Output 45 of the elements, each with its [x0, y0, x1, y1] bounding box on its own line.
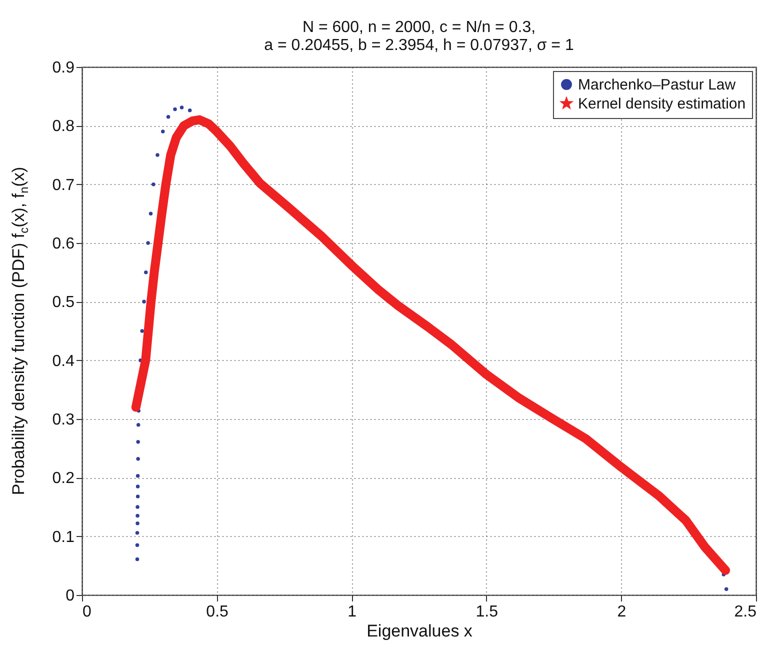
point [136, 457, 140, 461]
chart-title: N = 600, n = 2000, c = N/n = 0.3, a = 0.20455, b = 2.3954, h = 0.07937, σ = 1 [264, 19, 574, 54]
point [136, 474, 140, 478]
x-tick-label: 2.5 [734, 604, 757, 620]
point [136, 522, 140, 526]
y-tick-label: 0 [66, 588, 75, 604]
point [136, 505, 140, 509]
point [136, 514, 140, 518]
point [166, 115, 170, 119]
y-tick-label: 0.5 [52, 294, 75, 312]
legend-label: Kernel density estimation [578, 96, 746, 112]
y-tick-label: 0.6 [52, 236, 75, 252]
y-tick-label: 0.4 [52, 352, 75, 370]
x-tick-label: 1 [348, 604, 357, 620]
x-axis-title: Eigenvalues x [366, 622, 473, 640]
y-tick-label: 0.2 [52, 470, 75, 488]
point [136, 423, 140, 427]
x-tick-label: 1.5 [476, 604, 498, 620]
point [148, 212, 153, 216]
legend-label: Marchenko–Pastur Law [578, 76, 736, 94]
y-tick-label: 0.1 [52, 528, 75, 546]
y-tick-label: 0.9 [52, 60, 75, 76]
point [144, 270, 148, 274]
point [161, 130, 165, 134]
point [135, 557, 140, 562]
point [173, 107, 177, 112]
point [136, 484, 140, 488]
y-tick-label: 0.7 [52, 176, 75, 194]
point [152, 182, 156, 186]
point [180, 106, 184, 110]
point [142, 300, 146, 304]
y-tick-label: 0.8 [52, 118, 75, 136]
x-tick-label: 0 [82, 604, 92, 620]
y-tick-label: 0.3 [52, 412, 75, 428]
point [135, 543, 140, 547]
x-tick-label: 2 [617, 604, 626, 620]
point [135, 530, 140, 535]
point [188, 108, 192, 112]
point [156, 153, 160, 157]
x-tick-label: 0.5 [206, 604, 229, 620]
point [724, 587, 728, 591]
point [136, 440, 140, 444]
point [146, 241, 150, 245]
point [136, 494, 140, 498]
point [140, 329, 144, 333]
